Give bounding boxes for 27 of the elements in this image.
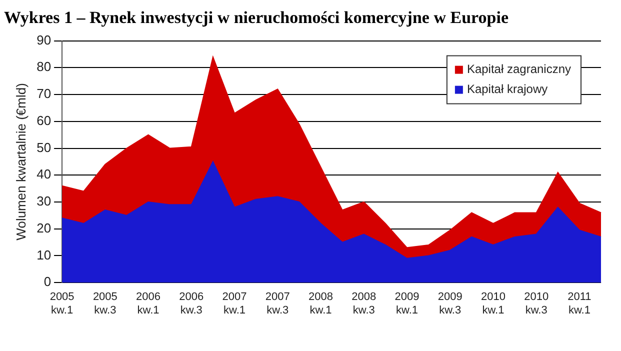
- x-tick-label: 2006 kw.3: [179, 291, 204, 316]
- x-tick-label: 2007 kw.3: [265, 291, 290, 316]
- x-tick-label: 2005 kw.3: [92, 291, 118, 316]
- y-tick-label: 70: [36, 86, 52, 102]
- x-tick-label: 2009 kw.3: [438, 291, 462, 316]
- legend-label: Kapitał krajowy: [466, 82, 548, 96]
- x-tick-label: 2006 kw.1: [136, 291, 161, 316]
- y-tick-label: 90: [36, 32, 52, 48]
- x-tick-label: 2008 kw.1: [308, 291, 333, 316]
- y-tick-label: 60: [36, 112, 52, 128]
- x-tick-label: 2010 kw.3: [524, 291, 549, 316]
- x-tick-label: 2010 kw.1: [480, 291, 506, 316]
- y-tick-label: 40: [36, 166, 52, 182]
- x-tick-label: 2007 kw.1: [222, 291, 247, 316]
- y-tick-label: 10: [36, 247, 52, 262]
- y-tick-label: 80: [36, 59, 52, 74]
- legend-label: Kapitał zagraniczny: [466, 62, 572, 76]
- x-tick-label: 2011 kw.1: [568, 291, 592, 316]
- y-tick-label: 0: [44, 274, 52, 290]
- x-tick-label: 2005 kw.1: [50, 291, 74, 316]
- y-tick-label: 50: [36, 140, 52, 155]
- y-tick-label: 20: [36, 220, 52, 236]
- x-tick-label: 2008 kw.3: [352, 291, 376, 316]
- y-tick-label: 30: [36, 194, 52, 209]
- x-tick-label: 2009 kw.1: [394, 291, 420, 316]
- chart-title: Wykres 1 – Rynek inwestycji w nieruchomości komercyjne w Europie: [3, 7, 510, 29]
- y-axis-title: Wolumen kwartalnie (€mld): [13, 83, 28, 240]
